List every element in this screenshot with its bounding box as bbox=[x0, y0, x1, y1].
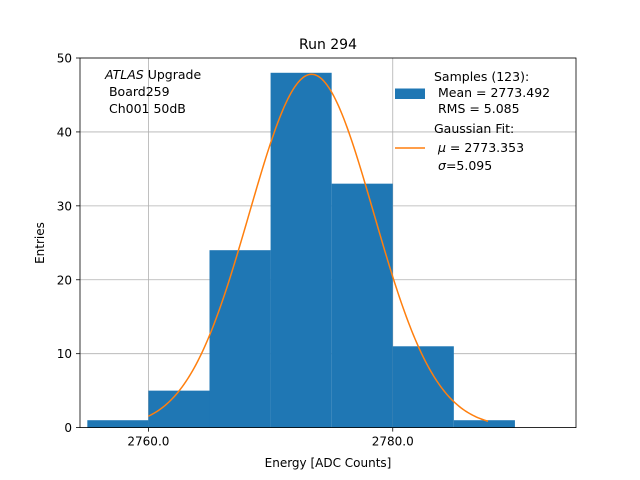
annotation-upgrade: Upgrade bbox=[144, 67, 202, 82]
histogram-bar bbox=[331, 183, 393, 428]
annotation-atlas: ATLAS bbox=[104, 67, 144, 82]
y-tick-label: 50 bbox=[57, 52, 72, 66]
histogram-bar bbox=[270, 72, 332, 428]
atlas-annotation: ATLAS Upgrade Board259 Ch001 50dB bbox=[104, 67, 201, 116]
y-tick-label: 40 bbox=[57, 125, 72, 139]
y-tick-label: 30 bbox=[57, 199, 72, 213]
x-tick-label: 2760.0 bbox=[127, 435, 169, 449]
legend: Samples (123): Mean = 2773.492 RMS = 5.0… bbox=[395, 69, 550, 173]
x-tick-label: 2780.0 bbox=[372, 435, 414, 449]
legend-sigma-symbol: σ bbox=[438, 158, 447, 173]
legend-samples-mean: Mean = 2773.492 bbox=[434, 85, 550, 100]
histogram-bar bbox=[209, 250, 271, 428]
legend-samples-rms: RMS = 5.085 bbox=[434, 101, 520, 116]
legend-sigma-value: =5.095 bbox=[446, 158, 492, 173]
legend-samples-title: Samples (123): bbox=[434, 69, 529, 84]
y-tick-label: 0 bbox=[64, 421, 72, 435]
y-axis-ticks: 0 10 20 30 40 50 bbox=[57, 52, 80, 435]
histogram-bar bbox=[453, 420, 515, 428]
histogram-bar bbox=[148, 390, 210, 428]
legend-fit-mu: μ = 2773.353 bbox=[437, 140, 524, 155]
gaussian-fit-curve bbox=[148, 73, 489, 422]
y-tick-label: 20 bbox=[57, 273, 72, 287]
y-axis-label: Entries bbox=[33, 222, 47, 264]
histogram-bars bbox=[87, 72, 515, 428]
histogram-bar bbox=[87, 420, 149, 428]
chart-title: Run 294 bbox=[299, 37, 357, 53]
y-tick-label: 10 bbox=[57, 347, 72, 361]
legend-mu-symbol: μ bbox=[437, 140, 446, 155]
histogram-bar bbox=[392, 346, 454, 428]
legend-samples-swatch bbox=[395, 88, 425, 99]
annotation-line-1: ATLAS Upgrade bbox=[104, 67, 201, 82]
legend-fit-sigma: σ=5.095 bbox=[438, 158, 492, 173]
legend-mu-value: = 2773.353 bbox=[446, 140, 524, 155]
legend-fit-title: Gaussian Fit: bbox=[434, 121, 514, 136]
annotation-line-2: Board259 bbox=[105, 84, 170, 99]
x-axis-ticks: 2760.0 2780.0 bbox=[127, 427, 414, 449]
x-axis-label: Energy [ADC Counts] bbox=[265, 456, 392, 470]
annotation-line-3: Ch001 50dB bbox=[105, 101, 186, 116]
axes-frame bbox=[79, 57, 577, 429]
